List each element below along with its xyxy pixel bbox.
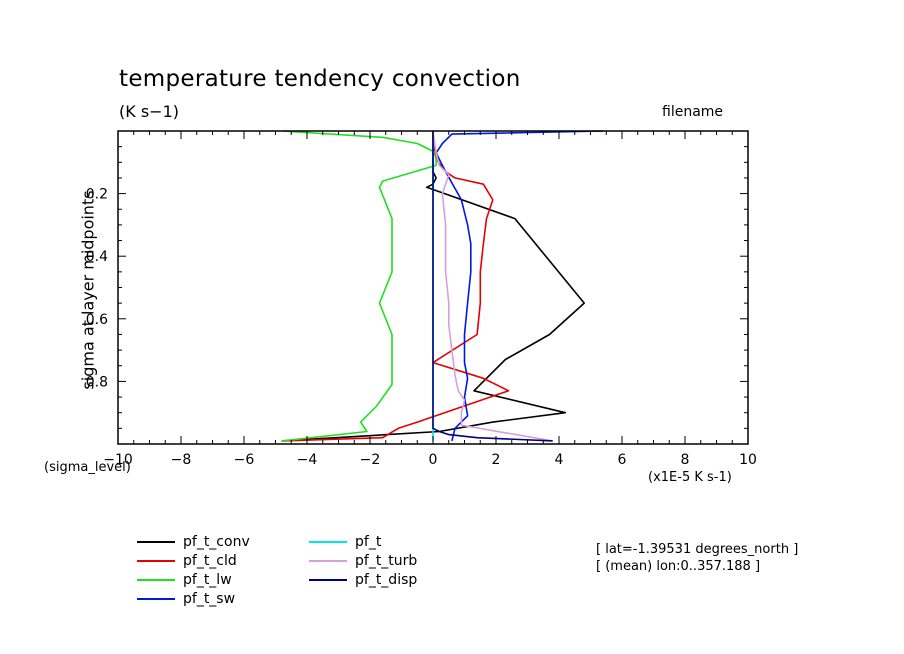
legend-swatch xyxy=(309,579,347,581)
filename-label: filename xyxy=(662,104,724,120)
legend-label: pf_t xyxy=(355,534,382,550)
legend-item-pf_t: pf_t xyxy=(309,534,381,550)
longitude-info: [ (mean) lon:0..357.188 ] xyxy=(596,559,761,574)
legend-item-pf_t_disp: pf_t_disp xyxy=(309,572,417,588)
x-tick-label: −8 xyxy=(171,452,192,468)
x-tick-label: −4 xyxy=(297,452,318,468)
x-tick-label: 8 xyxy=(681,452,690,468)
x-tick-label: −10 xyxy=(103,452,133,468)
legend-item-pf_t_conv: pf_t_conv xyxy=(137,534,250,550)
legend-swatch xyxy=(137,560,175,562)
y-tick-label: 0.2 xyxy=(86,187,108,203)
latitude-info: [ lat=-1.39531 degrees_north ] xyxy=(596,542,799,557)
series-line-pf_t_lw xyxy=(281,130,437,442)
series-line-pf_t_disp xyxy=(432,131,553,442)
y-axis-unit: (sigma_level) xyxy=(44,460,131,475)
chart-units-label: (K s−1) xyxy=(119,102,179,121)
x-tick-label: −2 xyxy=(360,452,381,468)
legend-swatch xyxy=(137,598,175,600)
x-tick-label: 6 xyxy=(618,452,627,468)
y-tick-label: 0.4 xyxy=(86,249,108,265)
legend-label: pf_t_disp xyxy=(355,572,418,588)
series-line-pf_t_turb xyxy=(432,130,553,442)
legend-label: pf_t_turb xyxy=(355,553,418,569)
y-tick-label: 0.8 xyxy=(86,374,108,390)
legend-label: pf_t_lw xyxy=(183,572,232,588)
legend-swatch xyxy=(309,560,347,562)
x-tick-label: −6 xyxy=(234,452,255,468)
legend-item-pf_t_cld: pf_t_cld xyxy=(137,553,237,569)
x-tick-label: 0 xyxy=(429,452,438,468)
legend-label: pf_t_conv xyxy=(183,534,250,550)
legend-item-pf_t_sw: pf_t_sw xyxy=(137,591,235,607)
legend-item-pf_t_lw: pf_t_lw xyxy=(137,572,232,588)
x-tick-label: 2 xyxy=(492,452,501,468)
x-tick-label: 10 xyxy=(739,452,757,468)
legend-label: pf_t_cld xyxy=(183,553,237,569)
chart-title: temperature tendency convection xyxy=(119,66,521,92)
legend-swatch xyxy=(309,541,347,543)
legend-swatch xyxy=(137,541,175,543)
y-tick-label: 0.6 xyxy=(86,312,108,328)
axis-layer: −10 −8 −6 −4 −2 0 2 4 6 8 10 0.2 0.4 0.6 0.8 xyxy=(86,130,757,468)
series-line-pf_t_sw xyxy=(435,130,604,442)
legend-item-pf_t_turb: pf_t_turb xyxy=(309,553,417,569)
legend-swatch xyxy=(137,579,175,581)
x-tick-label: 4 xyxy=(555,452,564,468)
series-layer xyxy=(281,130,604,442)
legend-label: pf_t_sw xyxy=(183,591,236,607)
x-axis-unit: (x1E-5 K s-1) xyxy=(648,470,732,485)
